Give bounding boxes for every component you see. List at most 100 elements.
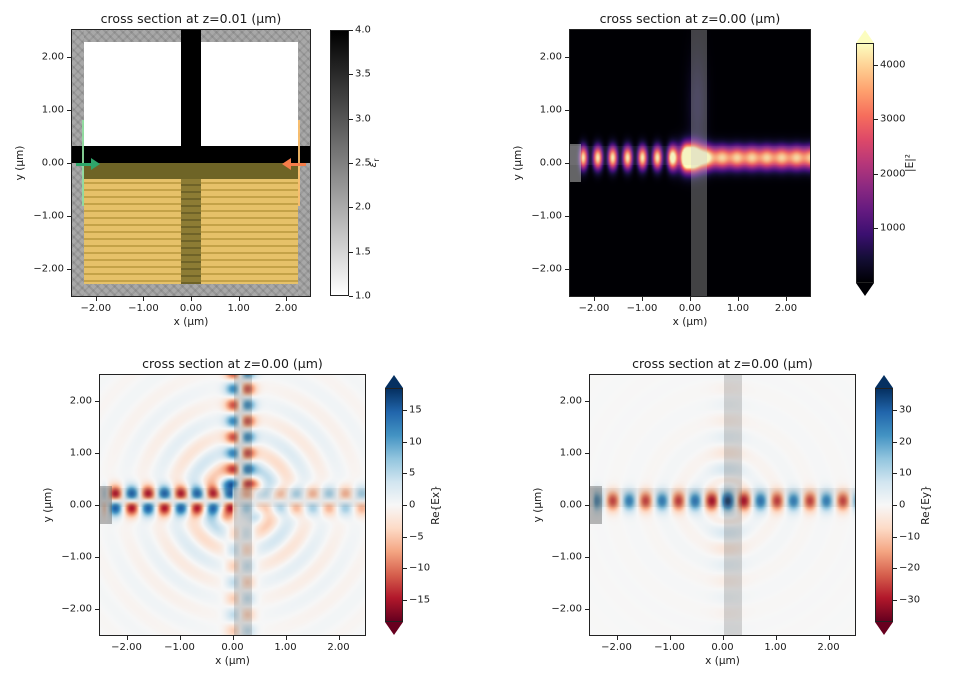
colorbar-tick-label: 2000 [880, 168, 906, 180]
y-tick-mark [95, 609, 99, 610]
x-tick-mark [286, 297, 288, 301]
x-tick-mark [338, 636, 340, 640]
plot-title: cross section at z=0.00 (μm) [599, 11, 781, 26]
mode-source-overlay [100, 486, 113, 524]
x-tick-mark [232, 636, 234, 640]
y-tick-mark [565, 269, 569, 271]
pml-boundary-right [298, 30, 310, 296]
vertical-waveguide-overlay [690, 30, 708, 296]
y-tick-mark [67, 163, 71, 164]
y-tick-label: 2.00 [41, 51, 64, 63]
arrow-head-right-icon [91, 158, 101, 171]
colorbar-extend-max [875, 375, 893, 388]
mode-monitor-arrow [281, 158, 306, 171]
y-tick-mark [67, 56, 71, 58]
colorbar-tick-label: 20 [899, 436, 912, 448]
re-ey-plot [589, 374, 856, 636]
y-tick-label: 0.00 [539, 157, 562, 169]
y-tick-label: 1.00 [69, 447, 92, 459]
y-tick-mark [95, 557, 99, 558]
slab-structure-overlay [100, 488, 365, 507]
x-tick-mark [690, 297, 691, 301]
y-tick-mark [565, 216, 569, 218]
x-tick-mark [738, 297, 739, 301]
colorbar-tick-mark [893, 505, 897, 506]
x-tick-label: 2.00 [327, 642, 350, 653]
slab-below-interface [84, 163, 298, 179]
x-tick-label: −2.00 [111, 642, 142, 653]
x-tick-label: −2.00 [80, 303, 112, 314]
re-ex-plot [99, 374, 366, 636]
pml-boundary-bottom [72, 284, 310, 296]
x-tick-label: −1.00 [654, 642, 685, 653]
y-tick-mark [585, 505, 589, 506]
slab-structure-overlay [590, 488, 855, 507]
y-tick-label: 2.00 [559, 395, 582, 407]
y-tick-mark [565, 163, 569, 164]
x-tick-label: −2.00 [578, 303, 610, 314]
y-tick-label: −1.00 [61, 551, 92, 563]
ey-field-canvas [590, 375, 855, 635]
slab-structure-overlay [570, 145, 810, 165]
colorbar-extend-min [385, 622, 403, 635]
colorbar-tick-label: 15 [409, 404, 422, 416]
ex-field-canvas [100, 375, 365, 635]
colorbar-tick-label: 4000 [880, 59, 906, 71]
colorbar-tick-label: −15 [409, 594, 431, 606]
colorbar-tick-mark [403, 441, 407, 443]
y-tick-label: 1.00 [559, 447, 582, 459]
x-tick-label: 2.00 [275, 303, 298, 314]
x-tick-mark [722, 636, 724, 640]
colorbar-label-re-ex: Re{Ex} [430, 485, 442, 525]
colorbar-extend-min [875, 622, 893, 635]
colorbar-label-intensity: |E|² [904, 154, 916, 172]
vertical-waveguide-overlay [723, 375, 742, 635]
x-tick-mark [594, 297, 595, 301]
colorbar-tick-label: 3000 [880, 113, 906, 125]
colorbar-tick-label: 10 [899, 467, 912, 479]
intensity-field-canvas [570, 30, 810, 296]
y-tick-mark [585, 401, 589, 402]
x-tick-label: −2.00 [601, 642, 632, 653]
vertical-waveguide-in-substrate [180, 178, 202, 284]
colorbar-tick-mark [403, 568, 407, 570]
colorbar-tick-label: −30 [899, 594, 921, 606]
colorbar-tick-label: 1.0 [355, 290, 371, 302]
permittivity-plot [71, 29, 311, 297]
arrow-shaft [289, 163, 306, 167]
y-tick-label: −1.00 [33, 210, 64, 222]
x-axis-label: x (μm) [215, 655, 250, 667]
y-tick-label: 1.00 [539, 104, 562, 116]
y-tick-mark [95, 401, 99, 402]
colorbar-gradient [875, 388, 893, 622]
colorbar-tick-mark [349, 163, 353, 164]
colorbar-tick-mark [874, 228, 878, 230]
x-tick-mark [285, 636, 287, 640]
y-tick-label: −2.00 [33, 263, 64, 275]
x-tick-label: 1.00 [764, 642, 787, 653]
colorbar-tick-label: 5 [409, 467, 416, 479]
plot-title: cross section at z=0.00 (μm) [632, 356, 813, 371]
horizontal-waveguide-core [72, 145, 310, 163]
intensity-map [570, 30, 810, 296]
y-tick-mark [67, 109, 71, 111]
colorbar-tick-label: 10 [409, 436, 422, 448]
x-tick-mark [786, 297, 787, 301]
x-tick-mark [775, 636, 777, 640]
colorbar-tick-mark [893, 473, 897, 475]
colorbar-tick-mark [349, 30, 353, 31]
colorbar-tick-label: 2.5 [355, 157, 371, 169]
y-tick-mark [67, 216, 71, 218]
x-tick-label: 2.00 [774, 303, 798, 314]
y-tick-mark [95, 453, 99, 454]
x-axis-label: x (μm) [705, 655, 740, 667]
mode-source-overlay [570, 143, 582, 183]
pml-boundary-left [72, 30, 84, 296]
y-tick-label: 0.00 [69, 499, 92, 511]
x-axis-label: x (μm) [173, 316, 209, 328]
y-tick-mark [67, 269, 71, 271]
epsilon-subscript: r [372, 158, 382, 162]
plot-title: cross section at z=0.00 (μm) [142, 356, 323, 371]
mode-source-arrow [76, 158, 101, 171]
